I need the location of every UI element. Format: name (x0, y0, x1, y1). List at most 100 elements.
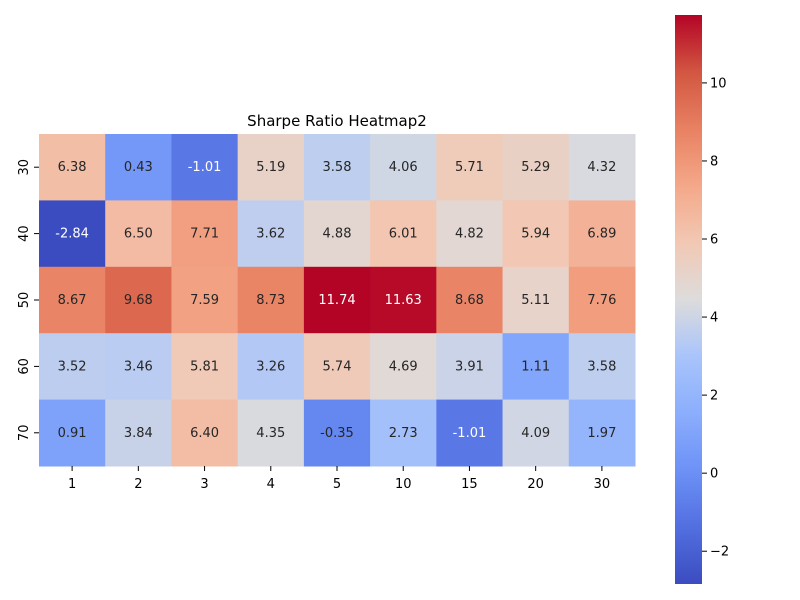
cell-value-label: 3.52 (58, 359, 87, 374)
heatmap-cell (303, 399, 371, 467)
cell-value-label: 11.63 (385, 293, 422, 308)
cell-value-label: -2.84 (55, 227, 89, 242)
cell-value-label: 0.91 (58, 426, 87, 441)
heatmap-cell (39, 134, 106, 201)
cell-value-label: 3.58 (323, 160, 352, 175)
heatmap-cell (303, 134, 371, 201)
cell-value-label: 6.40 (190, 426, 219, 441)
colorbar: −2 0 2 4 6 8 10 (675, 15, 729, 584)
cell-value-label: 1.11 (521, 359, 550, 374)
cell-value-label: 5.81 (190, 359, 219, 374)
cell-value-label: 4.06 (389, 160, 418, 175)
heatmap-cell (436, 266, 504, 334)
heatmap-cells: 6.38 0.43 -1.01 5.19 3.58 4.06 5.71 5.29 4.32 -2.… (39, 134, 636, 467)
y-tick-label: 40 (17, 225, 32, 242)
heatmap-cell (568, 200, 636, 268)
heatmap-cell (502, 333, 570, 401)
x-tick-label: 30 (594, 477, 611, 492)
colorbar-tick-label: 6 (710, 233, 718, 248)
heatmap-cell (171, 266, 239, 334)
heatmap-cell (171, 200, 239, 268)
heatmap-cell (370, 134, 437, 201)
heatmap-cell (568, 333, 636, 401)
cell-value-label: 7.71 (190, 227, 219, 242)
cell-value-label: 8.73 (256, 293, 285, 308)
cell-value-label: 3.84 (124, 426, 153, 441)
x-tick-label: 1 (68, 477, 76, 492)
cell-value-label: -1.01 (188, 160, 222, 175)
heatmap-cell (370, 399, 437, 467)
cell-value-label: 5.94 (521, 227, 550, 242)
x-tick-label: 15 (461, 477, 478, 492)
cell-value-label: 2.73 (389, 426, 418, 441)
cell-value-label: 11.74 (318, 293, 355, 308)
cell-value-label: -0.35 (320, 426, 354, 441)
cell-value-label: 3.62 (256, 227, 285, 242)
cell-value-label: 4.32 (587, 160, 616, 175)
cell-value-label: 9.68 (124, 293, 153, 308)
heatmap-cell (171, 333, 239, 401)
cell-value-label: 5.71 (455, 160, 484, 175)
cell-value-label: 4.88 (323, 227, 352, 242)
heatmap-cell (303, 333, 371, 401)
cell-value-label: 6.01 (389, 227, 418, 242)
cell-value-label: 5.29 (521, 160, 550, 175)
heatmap-cell (105, 134, 172, 201)
x-axis: 1 2 3 4 5 10 15 20 30 (68, 466, 610, 492)
heatmap-cell (171, 399, 239, 467)
cell-value-label: 5.19 (256, 160, 285, 175)
heatmap-cell (502, 266, 570, 334)
heatmap-cell (502, 399, 570, 467)
cell-value-label: 6.38 (58, 160, 87, 175)
colorbar-tick-label: 4 (710, 311, 718, 326)
heatmap-cell (502, 200, 570, 268)
cell-value-label: 4.35 (256, 426, 285, 441)
x-tick-label: 10 (395, 477, 412, 492)
heatmap-cell (370, 200, 437, 268)
heatmap-cell (105, 399, 172, 467)
y-tick-label: 60 (17, 358, 32, 375)
heatmap-cell (436, 333, 504, 401)
y-tick-label: 30 (17, 159, 32, 176)
cell-value-label: 4.82 (455, 227, 484, 242)
cell-value-label: 5.11 (521, 293, 550, 308)
heatmap-cell (105, 333, 172, 401)
colorbar-ticks: −2 0 2 4 6 8 10 (702, 76, 729, 560)
chart-title: Sharpe Ratio Heatmap2 (247, 112, 427, 130)
heatmap-cell (39, 266, 106, 334)
heatmap-cell (568, 266, 636, 334)
cell-value-label: 3.58 (587, 359, 616, 374)
heatmap-cell (237, 134, 305, 201)
cell-value-label: 8.67 (58, 293, 87, 308)
cell-value-label: 3.91 (455, 359, 484, 374)
cell-value-label: 4.09 (521, 426, 550, 441)
heatmap-cell (237, 333, 305, 401)
colorbar-tick-label: −2 (710, 545, 729, 560)
heatmap-cell (568, 134, 636, 201)
colorbar-gradient (675, 15, 702, 584)
heatmap-cell (237, 266, 305, 334)
x-tick-label: 2 (134, 477, 142, 492)
heatmap-cell (237, 200, 305, 268)
heatmap-cell (568, 399, 636, 467)
y-tick-label: 50 (17, 292, 32, 309)
heatmap-cell (105, 266, 172, 334)
cell-value-label: 5.74 (323, 359, 352, 374)
heatmap-cell (370, 333, 437, 401)
heatmap-cell (303, 200, 371, 268)
colorbar-tick-label: 8 (710, 154, 718, 169)
heatmap-cell (436, 399, 504, 467)
heatmap-cell (39, 333, 106, 401)
x-tick-label: 5 (333, 477, 341, 492)
heatmap-cell (436, 134, 504, 201)
heatmap-cell (370, 266, 437, 334)
y-tick-label: 70 (17, 425, 32, 442)
cell-value-label: 6.50 (124, 227, 153, 242)
x-tick-label: 20 (527, 477, 544, 492)
heatmap-cell (303, 266, 371, 334)
y-axis: 30 40 50 60 70 (17, 159, 39, 441)
cell-value-label: 3.26 (256, 359, 285, 374)
heatmap-cell (237, 399, 305, 467)
heatmap-cell (39, 200, 106, 268)
x-tick-label: 3 (200, 477, 208, 492)
